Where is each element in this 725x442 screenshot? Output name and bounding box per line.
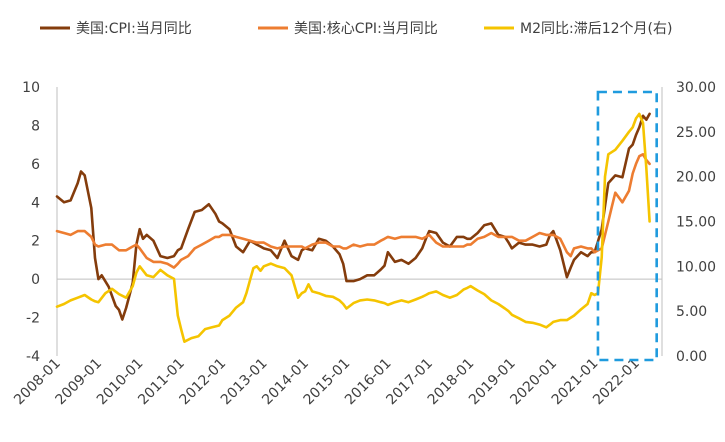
right-tick-label: 0.00 [676,349,707,365]
right-tick-label: 25.00 [676,125,716,141]
series-line-3 [55,112,651,343]
legend-label-2: 美国:核心CPI:当月同比 [294,21,438,37]
left-tick-label: -2 [26,311,40,327]
series-line-1 [55,112,651,321]
right-tick-label: 15.00 [676,215,716,231]
right-tick-label: 10.00 [676,259,716,275]
left-axis: -4 -2 0 2 4 6 8 10 [22,80,58,365]
left-tick-label: 8 [31,118,40,134]
left-tick-label: -4 [26,349,40,365]
right-tick-label: 30.00 [676,80,716,96]
left-tick-label: 10 [22,80,40,96]
legend-label-1: 美国:CPI:当月同比 [76,21,192,37]
left-tick-label: 2 [31,234,40,250]
left-tick-label: 0 [31,272,40,288]
legend: 美国:CPI:当月同比 美国:核心CPI:当月同比 M2同比:滞后12个月(右) [40,21,672,37]
right-axis: 0.00 5.00 10.00 15.00 20.00 25.00 30.00 [661,80,716,365]
legend-label-3: M2同比:滞后12个月(右) [520,21,672,37]
series-line-2 [55,153,651,269]
series-layer [55,112,651,343]
right-tick-label: 5.00 [676,304,707,320]
right-tick-label: 20.00 [676,170,716,186]
left-tick-label: 4 [31,195,40,211]
left-tick-label: 6 [31,157,40,173]
